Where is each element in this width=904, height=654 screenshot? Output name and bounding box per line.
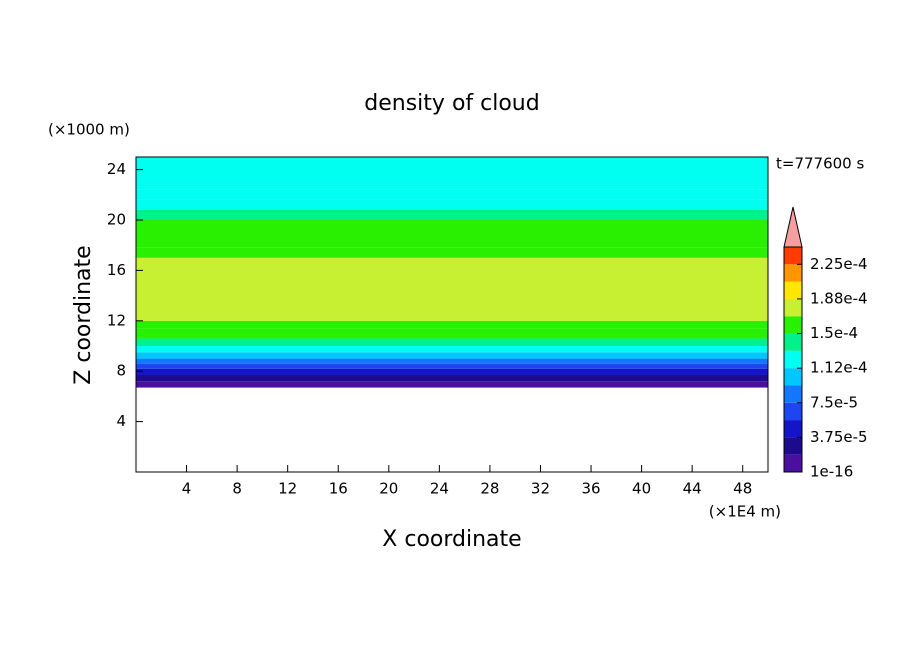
y-tick-label: 24	[107, 160, 126, 178]
colorbar-tick-label: 1.88e-4	[810, 289, 868, 307]
y-tick-label: 16	[107, 261, 126, 279]
colorbar-tick-label: 2.25e-4	[810, 255, 868, 273]
colorbar-segment	[784, 368, 802, 386]
y-axis-label: Z coordinate	[71, 245, 96, 384]
contour-band	[136, 257, 768, 321]
contour-band	[136, 157, 768, 190]
x-axis-label: X coordinate	[382, 527, 521, 552]
plot-frame	[135, 156, 769, 473]
colorbar-tick-label: 1e-16	[810, 463, 853, 481]
x-tick-label: 28	[480, 480, 499, 498]
y-tick-label: 12	[107, 311, 126, 329]
chart-title: density of cloud	[364, 91, 539, 116]
x-tick-label: 8	[232, 480, 242, 498]
x-tick-label: 32	[531, 480, 550, 498]
contour-band	[136, 346, 768, 353]
x-tick-label: 36	[581, 480, 600, 498]
contour-band	[136, 358, 768, 364]
colorbar-tick-label: 3.75e-5	[810, 428, 868, 446]
x-tick-label: 12	[278, 480, 297, 498]
colorbar-tick-label: 7.5e-5	[810, 393, 858, 411]
contour-band	[136, 247, 768, 258]
contour-band	[136, 209, 768, 220]
contour-band	[136, 199, 768, 210]
colorbar-tick-label: 1.12e-4	[810, 359, 868, 377]
x-tick-label: 16	[329, 480, 348, 498]
colorbar-segment	[784, 454, 802, 472]
x-tick-label: 44	[683, 480, 702, 498]
colorbar-frame	[783, 246, 803, 473]
colorbar-segment	[784, 402, 802, 421]
x-tick-label: 48	[733, 480, 752, 498]
contour-band	[136, 368, 768, 375]
y-tick-label: 20	[107, 211, 126, 229]
colorbar-segment	[784, 281, 802, 299]
y-tick-label: 8	[116, 362, 126, 380]
contour-band	[136, 328, 768, 339]
colorbar-segment	[784, 385, 802, 403]
colorbar-segment	[784, 333, 802, 351]
colorbar-segment	[784, 298, 802, 317]
contour-band	[136, 363, 768, 369]
contour-band	[136, 338, 768, 346]
contour-band	[136, 220, 768, 248]
time-label: t=777600 s	[776, 155, 864, 173]
x-tick-label: 24	[430, 480, 449, 498]
colorbar-segment	[784, 316, 802, 334]
contour-band	[136, 381, 768, 388]
x-tick-label: 20	[379, 480, 398, 498]
colorbar-segment	[784, 420, 802, 438]
contour-band	[136, 352, 768, 359]
y-unit: (×1000 m)	[48, 121, 130, 139]
colorbar-tick-label: 1.5e-4	[810, 324, 858, 342]
x-unit: (×1E4 m)	[709, 503, 781, 521]
contour-band	[136, 374, 768, 382]
x-tick-label: 4	[182, 480, 192, 498]
contour-band	[136, 320, 768, 329]
colorbar-segment	[784, 264, 802, 282]
colorbar-segment	[784, 247, 802, 265]
x-tick-label: 40	[632, 480, 651, 498]
y-tick-label: 4	[116, 412, 126, 430]
colorbar-segment	[784, 437, 802, 455]
colorbar-extend	[783, 206, 803, 248]
colorbar-segment	[784, 350, 802, 369]
contour-band	[136, 189, 768, 200]
